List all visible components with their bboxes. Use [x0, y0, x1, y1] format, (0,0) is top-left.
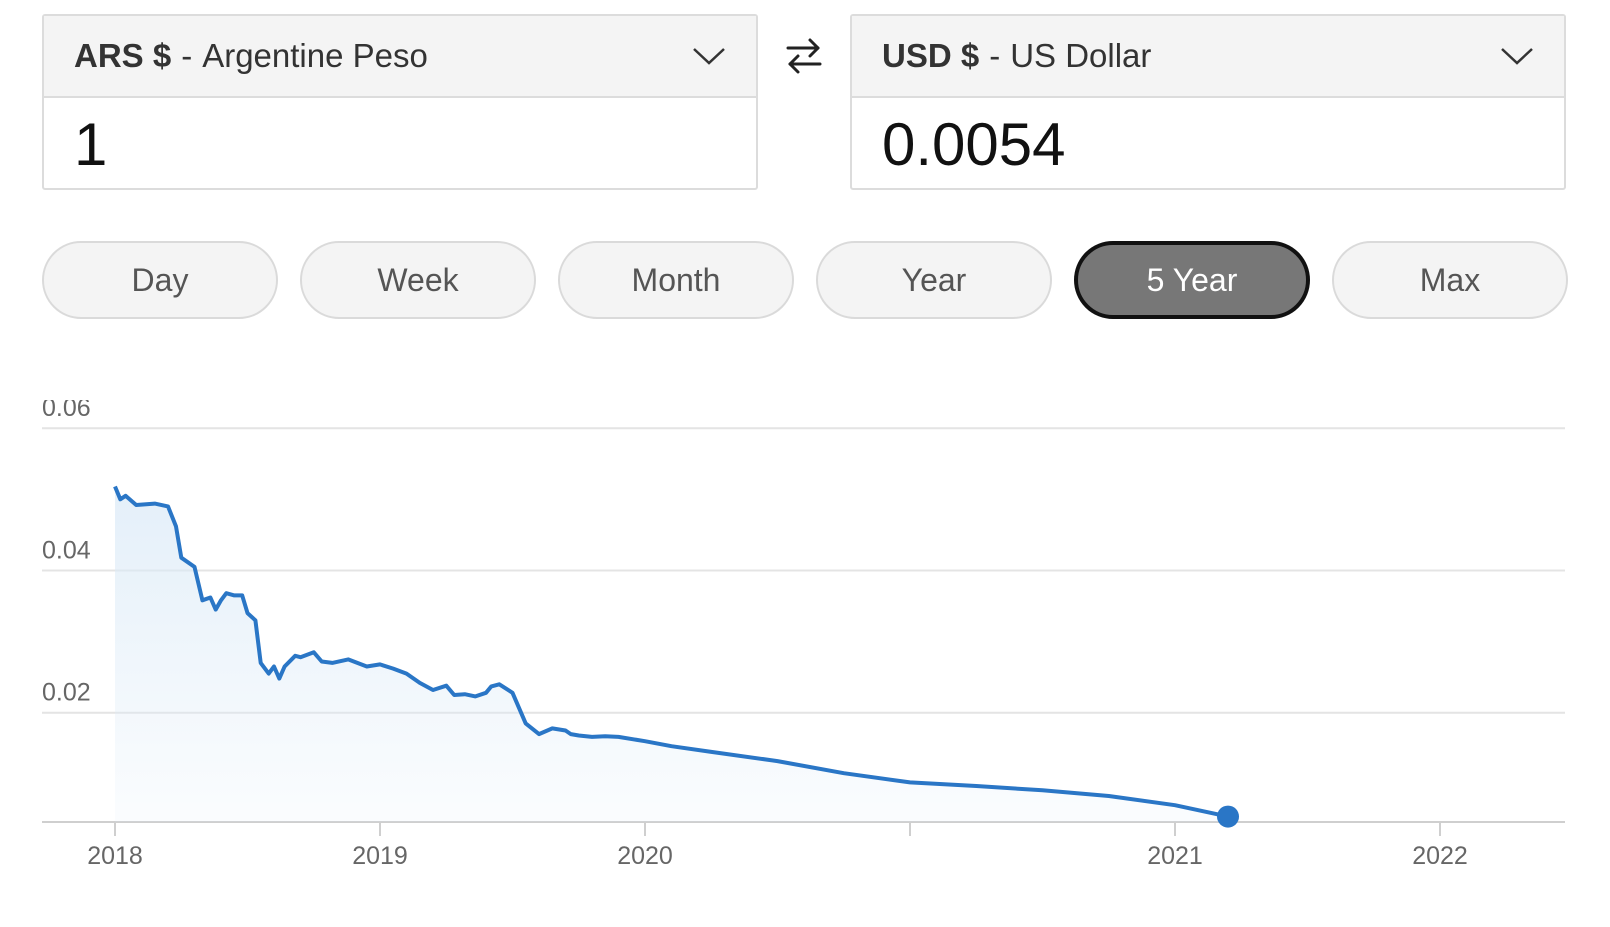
x-tick-label: 2021 — [1147, 842, 1203, 870]
x-tick-label: 2019 — [352, 842, 408, 870]
to-currency-panel: USD $ - US Dollar — [850, 14, 1566, 190]
range-5year-button[interactable]: 5 Year — [1074, 241, 1310, 319]
to-currency-dropdown[interactable]: USD $ - US Dollar — [852, 16, 1564, 98]
y-tick-label: 0.02 — [42, 679, 91, 707]
range-day-button[interactable]: Day — [42, 241, 278, 319]
to-currency-name: US Dollar — [1010, 37, 1152, 74]
y-tick-label: 0.04 — [42, 536, 91, 564]
from-currency-dropdown[interactable]: ARS $ - Argentine Peso — [44, 16, 756, 98]
x-tick-label: 2020 — [617, 842, 673, 870]
chevron-down-icon[interactable] — [692, 46, 726, 66]
to-currency-code: USD $ — [882, 37, 980, 74]
last-point-marker — [1217, 805, 1239, 828]
from-currency-panel: ARS $ - Argentine Peso — [42, 14, 758, 190]
from-currency-code: ARS $ — [74, 37, 172, 74]
range-month-button[interactable]: Month — [558, 241, 794, 319]
range-max-button[interactable]: Max — [1332, 241, 1568, 319]
series-area — [115, 486, 1228, 822]
range-year-button[interactable]: Year — [816, 241, 1052, 319]
from-amount-input[interactable] — [44, 98, 756, 190]
swap-arrows-icon[interactable] — [782, 34, 826, 78]
from-currency-name: Argentine Peso — [202, 37, 428, 74]
chevron-down-icon[interactable] — [1500, 46, 1534, 66]
y-tick-label: 0.06 — [42, 400, 91, 422]
x-tick-label: 2022 — [1412, 842, 1468, 870]
to-amount-input[interactable] — [852, 98, 1564, 190]
range-week-button[interactable]: Week — [300, 241, 536, 319]
exchange-rate-chart: 0.06 0.04 0.02 2018 2019 2020 2021 2022 — [42, 400, 1565, 870]
x-tick-label: 2018 — [87, 842, 143, 870]
series-line — [113, 485, 1229, 819]
